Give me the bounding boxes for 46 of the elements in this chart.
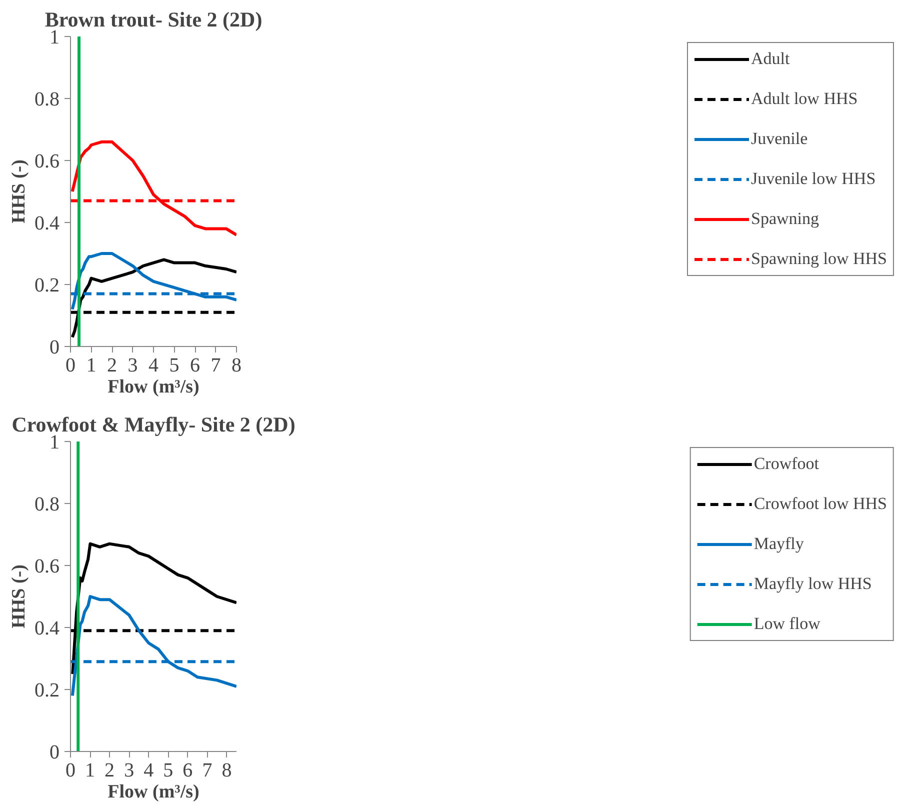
x-tick-label: 3 <box>124 760 134 782</box>
x-tick-label: 8 <box>232 354 242 376</box>
y-tick-label: 0.4 <box>34 618 60 640</box>
line-series <box>70 140 236 236</box>
x-tick-label: 7 <box>202 760 212 782</box>
y-tick-label: 0.6 <box>34 150 60 172</box>
x-tick-label: 2 <box>107 354 117 376</box>
x-tick-label: 1 <box>85 760 96 782</box>
y-axis-title: HHS (-) <box>8 564 30 628</box>
line-series <box>70 595 236 698</box>
y-tick-label: 0 <box>50 336 60 358</box>
x-axis-title: Flow (m³/s) <box>108 376 200 398</box>
y-tick-label: 0.4 <box>34 212 60 234</box>
legend-label: Crowfoot <box>754 454 819 474</box>
y-tick-label: 0.8 <box>34 88 60 110</box>
x-tick-label: 5 <box>163 760 174 782</box>
legend-label: Mayfly low HHS <box>754 574 872 594</box>
legend-label: Mayfly <box>754 534 804 554</box>
legend-label: Adult <box>750 49 790 69</box>
legend-label: Crowfoot low HHS <box>754 494 887 514</box>
legend-label: Low flow <box>754 614 820 634</box>
y-tick-label: 0 <box>50 742 60 764</box>
x-tick-label: 8 <box>222 760 232 782</box>
x-tick-label: 0 <box>66 354 76 376</box>
line-series <box>70 252 236 311</box>
y-tick-label: 0.6 <box>34 556 60 578</box>
legend-label: Adult low HHS <box>750 89 858 109</box>
x-tick-label: 2 <box>104 760 115 782</box>
legend-label: Spawning low HHS <box>750 249 887 269</box>
legend-label: Juvenile low HHS <box>750 169 876 189</box>
x-tick-label: 7 <box>210 354 221 376</box>
x-tick-label: 5 <box>169 354 180 376</box>
x-tick-label: 0 <box>66 760 76 782</box>
x-tick-label: 6 <box>182 760 193 782</box>
y-tick-label: 0.2 <box>34 274 60 296</box>
y-tick-label: 0.2 <box>34 680 60 702</box>
legend-label: Spawning <box>750 209 819 229</box>
x-tick-label: 6 <box>190 354 200 376</box>
legend-label: Juvenile <box>750 129 808 149</box>
x-axis-title: Flow (m³/s) <box>108 782 200 802</box>
x-tick-label: 4 <box>148 354 158 376</box>
y-axis-title: HHS (-) <box>8 160 30 224</box>
x-tick-label: 4 <box>144 760 154 782</box>
x-tick-label: 3 <box>128 354 138 376</box>
x-tick-label: 1 <box>86 354 96 376</box>
y-tick-label: 0.8 <box>34 494 60 516</box>
